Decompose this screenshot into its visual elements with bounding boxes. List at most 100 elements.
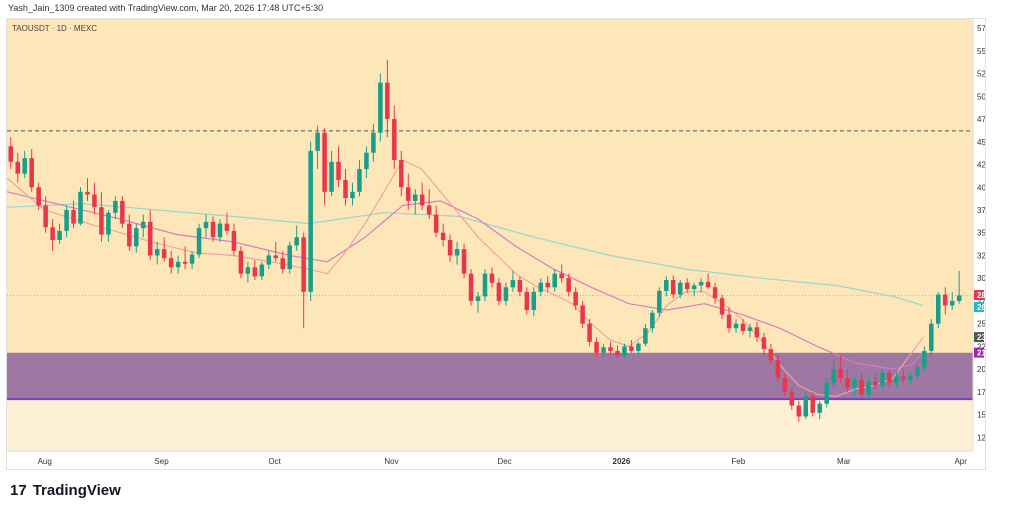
candle-body xyxy=(203,221,209,229)
candle-body xyxy=(489,273,495,283)
candle-body xyxy=(754,327,760,338)
x-tick-label: Aug xyxy=(38,457,52,466)
x-tick-label: Sep xyxy=(154,457,169,466)
candle-body xyxy=(691,285,697,290)
tradingview-logo-mark: 17 xyxy=(10,482,27,499)
candle-body xyxy=(573,291,578,306)
candle-body xyxy=(22,158,27,174)
candle-body xyxy=(956,295,962,301)
price-badge-label: 268.38 xyxy=(977,303,985,312)
tradingview-logo-name: TradingView xyxy=(32,482,121,499)
candle-body xyxy=(936,294,941,324)
candle-body xyxy=(64,209,69,231)
candle-body xyxy=(280,258,286,270)
candle-body xyxy=(287,245,292,270)
candle-body xyxy=(594,341,599,353)
candle-body xyxy=(657,290,662,313)
candle-body xyxy=(85,191,90,195)
candle-body xyxy=(629,346,634,351)
x-tick-label: 2026 xyxy=(613,457,631,466)
candle-body xyxy=(440,232,446,241)
candle-body xyxy=(168,258,174,268)
candle-body xyxy=(71,209,76,224)
price-badge xyxy=(974,347,984,358)
y-tick-label: 275.00 xyxy=(977,297,985,306)
price-badge xyxy=(974,290,984,301)
candle-body xyxy=(733,323,739,329)
y-tick-label: 475.00 xyxy=(977,115,985,124)
candle-body xyxy=(120,200,125,224)
candle-body xyxy=(350,191,355,199)
candlestick-chart: TAOUSDT · 1D · MEXC 125.00 150.00 175.00 200… xyxy=(7,19,985,469)
y-tick-label: 200.00 xyxy=(977,365,985,374)
x-tick-label: Dec xyxy=(497,457,511,466)
ma-mid-line xyxy=(7,191,924,370)
candle-body xyxy=(468,273,474,301)
candle-body xyxy=(740,323,746,331)
candle-body xyxy=(761,337,767,350)
price-badge-label: 235.22 xyxy=(977,333,985,342)
chart-plot-area[interactable]: TAOUSDT · 1D · MEXC 125.00 150.00 175.00 200… xyxy=(6,18,986,470)
candle-body xyxy=(106,212,111,235)
y-tick-label: 400.00 xyxy=(977,183,985,192)
candle-body xyxy=(643,328,648,344)
candle-body xyxy=(838,369,843,379)
candle-body xyxy=(873,381,878,386)
candle-body xyxy=(189,254,195,264)
y-tick-label: 225.00 xyxy=(977,342,985,351)
y-tick-label: 550.00 xyxy=(977,47,985,56)
candle-body xyxy=(650,312,655,329)
candle-body xyxy=(364,152,369,170)
candle-body xyxy=(636,343,641,351)
candle-body xyxy=(810,396,815,413)
candle-body xyxy=(705,281,711,288)
y-tick-label: 150.00 xyxy=(977,411,985,420)
candle-body xyxy=(949,300,955,306)
candle-body xyxy=(447,240,453,256)
price-badge xyxy=(974,301,984,312)
candle-body xyxy=(887,372,892,383)
candle-body xyxy=(301,237,306,292)
candle-body xyxy=(859,380,864,395)
candle-body xyxy=(880,372,885,386)
candle-body xyxy=(259,264,265,277)
candle-body xyxy=(15,161,21,174)
candle-body xyxy=(817,403,822,413)
candle-body xyxy=(8,146,14,162)
candle-body xyxy=(182,261,188,264)
candle-body xyxy=(475,296,481,301)
candle-body xyxy=(461,249,467,274)
candle-body xyxy=(566,278,571,292)
x-tick-label: Mar xyxy=(837,457,851,466)
candle-body xyxy=(538,282,544,292)
candle-body xyxy=(929,323,934,351)
candle-body xyxy=(92,194,97,208)
candle-body xyxy=(552,273,557,288)
candle-body xyxy=(803,396,809,417)
lower-area xyxy=(7,399,973,451)
candle-body xyxy=(141,221,146,229)
candle-body xyxy=(482,273,488,297)
candle-body xyxy=(329,161,334,192)
candle-body xyxy=(238,250,244,274)
tradingview-logo: 17 TradingView xyxy=(10,482,121,499)
candle-body xyxy=(399,159,404,188)
candle-body xyxy=(517,280,523,292)
candle-body xyxy=(357,169,362,192)
candle-body xyxy=(901,376,906,381)
x-tick-label: Feb xyxy=(731,457,745,466)
candle-body xyxy=(134,228,139,247)
y-tick-label: 125.00 xyxy=(977,433,985,442)
candle-body xyxy=(782,378,788,392)
candle-body xyxy=(224,223,230,231)
candle-body xyxy=(127,223,132,247)
candle-body xyxy=(99,207,104,235)
candle-body xyxy=(57,230,62,241)
candle-body xyxy=(294,237,299,246)
price-badge-label: 281.51 xyxy=(977,291,985,300)
candle-body xyxy=(412,194,418,201)
candle-body xyxy=(510,280,516,288)
candle-body xyxy=(698,281,704,286)
x-tick-label: Nov xyxy=(384,457,398,466)
candle-body xyxy=(831,369,836,383)
